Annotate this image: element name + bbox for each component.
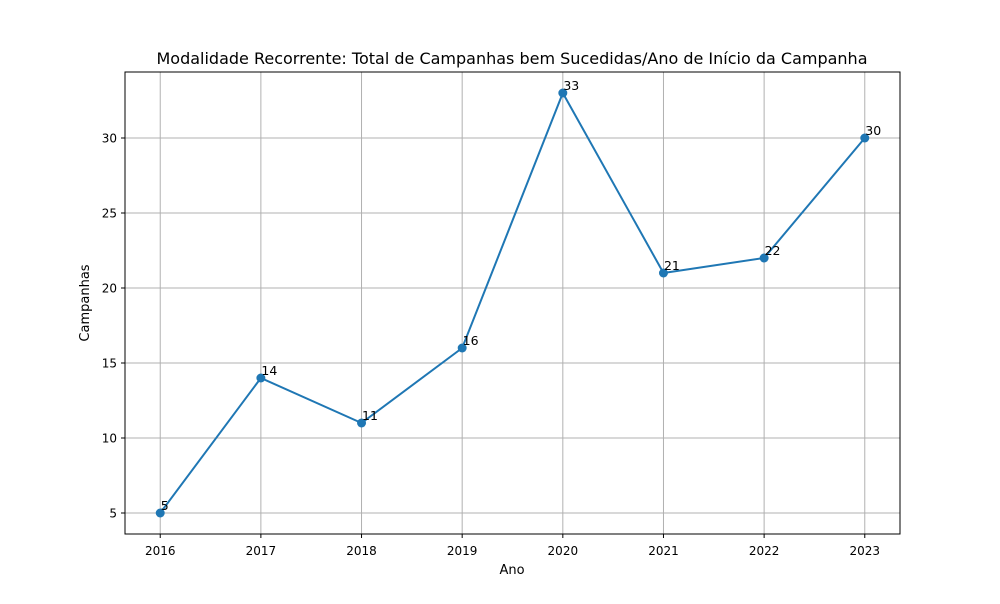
y-axis-label: Campanhas	[78, 264, 93, 341]
data-label: 14	[261, 363, 277, 378]
y-tick-label: 5	[109, 507, 117, 521]
x-tick-label: 2022	[749, 544, 780, 558]
y-tick-label: 10	[102, 432, 117, 446]
y-tick-label: 30	[102, 132, 117, 146]
y-tick-label: 15	[102, 357, 117, 371]
y-tick-label: 25	[102, 207, 117, 221]
data-label: 22	[765, 243, 781, 258]
x-tick-label: 2020	[548, 544, 579, 558]
grid	[125, 72, 900, 534]
data-label: 5	[161, 498, 169, 513]
x-tick-label: 2021	[648, 544, 679, 558]
x-tick-label: 2016	[145, 544, 176, 558]
x-tick-label: 2018	[346, 544, 377, 558]
plot-area-frame	[124, 71, 901, 535]
data-point	[558, 88, 568, 98]
data-label: 21	[664, 258, 680, 273]
data-label: 11	[362, 408, 378, 423]
data-label: 30	[865, 123, 881, 138]
x-tick-label: 2019	[447, 544, 478, 558]
x-axis-label: Ano	[499, 563, 524, 578]
data-point	[357, 418, 367, 428]
data-point	[256, 373, 266, 383]
data-label: 16	[463, 333, 479, 348]
y-tick-label: 20	[102, 282, 117, 296]
data-point	[457, 343, 467, 353]
x-tick-label: 2023	[849, 544, 880, 558]
x-tick-label: 2017	[246, 544, 277, 558]
data-label: 33	[563, 78, 579, 93]
axis-ticks: 2016 2017 2018 2019 2020 2021 2022 202351015202…	[102, 132, 880, 559]
series-layer	[155, 88, 870, 518]
data-point	[155, 508, 165, 518]
chart-title: Modalidade Recorrente: Total de Campanha…	[156, 49, 867, 68]
series-line	[159, 92, 866, 514]
data-point	[860, 133, 870, 143]
data-point	[658, 268, 668, 278]
data-point	[759, 253, 769, 263]
data-labels: 5 14 11 16 33 21 22 30	[161, 78, 881, 513]
